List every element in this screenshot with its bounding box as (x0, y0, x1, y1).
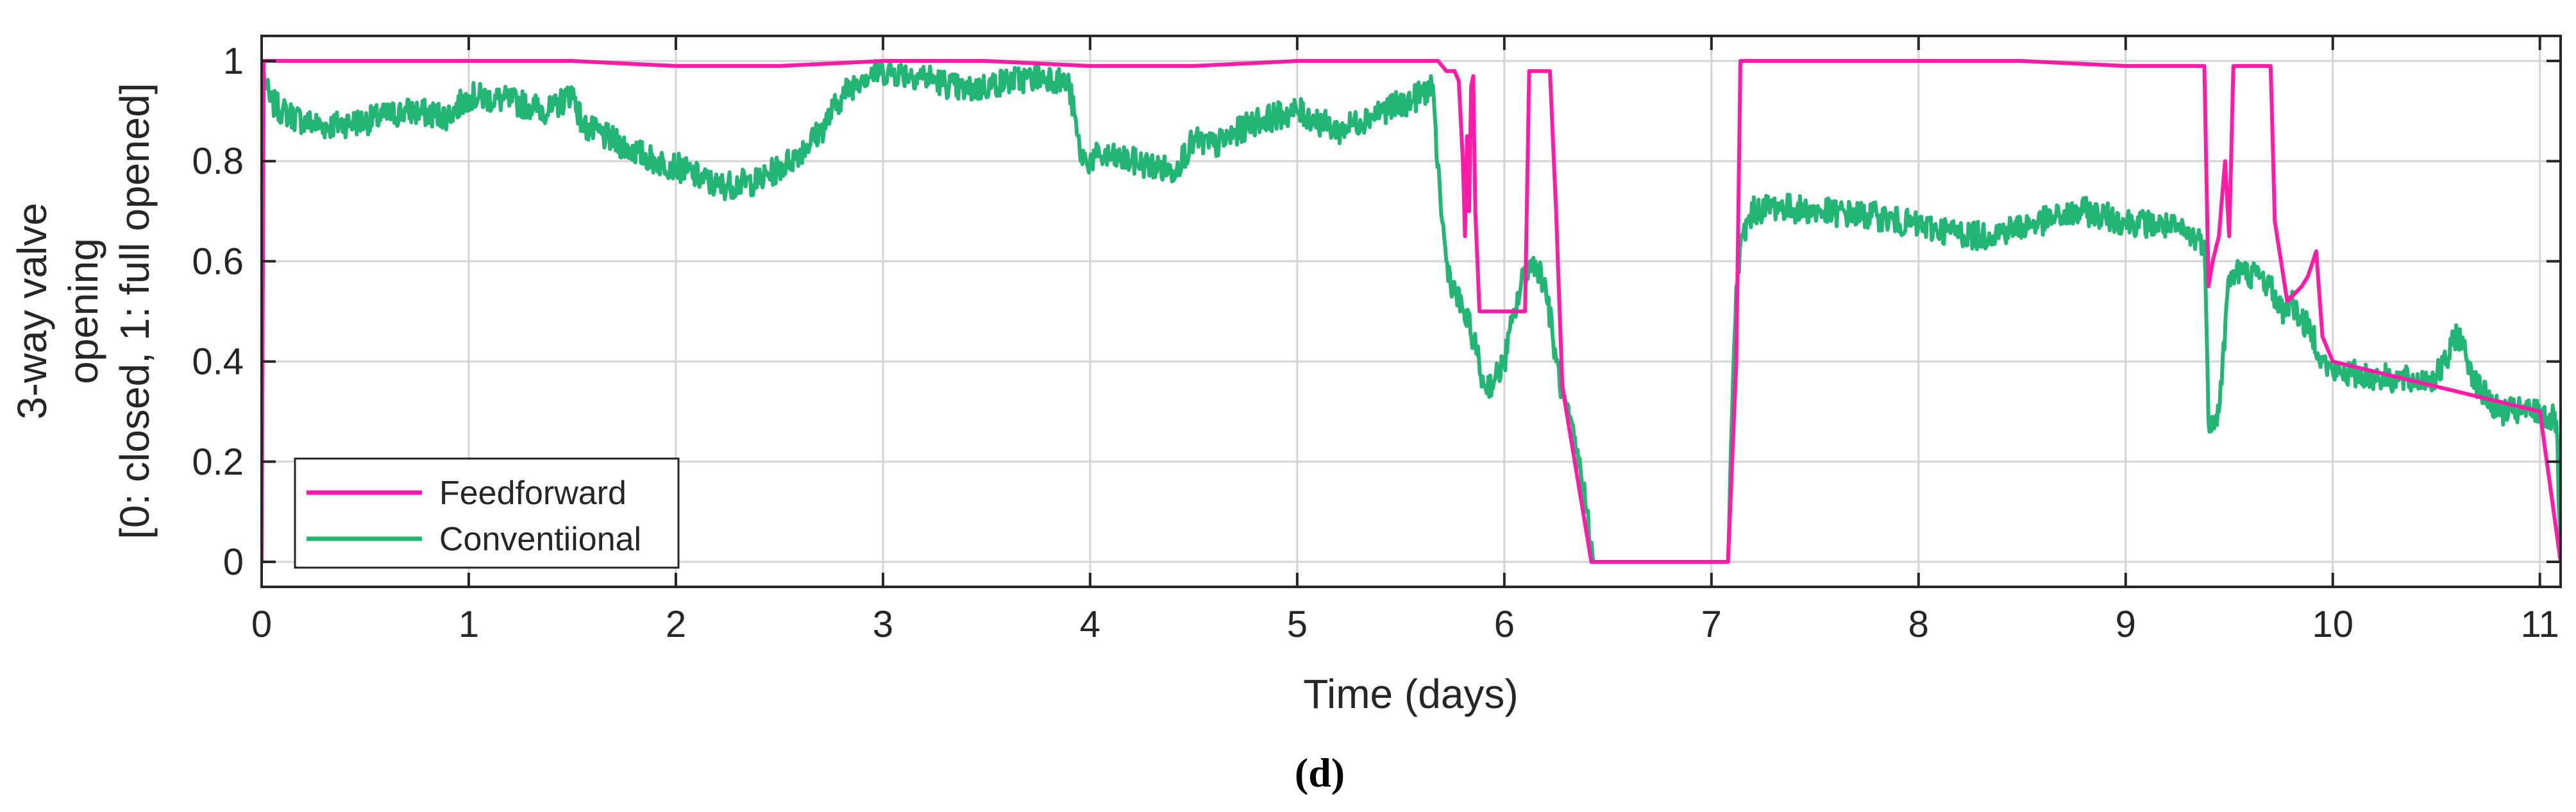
axis-ticks (260, 36, 2561, 587)
plot-area-frame (260, 35, 2562, 588)
y-axis-label-line-1: 3-way valve (9, 203, 55, 419)
y-tick-label: 1 (223, 40, 244, 82)
x-tick-label: 8 (1908, 604, 1929, 645)
x-tick-label: 11 (2521, 604, 2559, 645)
y-axis-label: 3-way valve opening [0: closed, 1: full … (9, 83, 158, 539)
grid-lines (260, 36, 2561, 587)
y-tick-label: 0 (223, 541, 244, 583)
x-tick-label: 2 (666, 604, 686, 645)
series-line-conventiional (262, 59, 2561, 564)
y-tick-label: 0.8 (192, 140, 244, 182)
y-axis-label-line-2: opening (60, 238, 106, 384)
y-axis-label-line-3: [0: closed, 1: full opened] (112, 83, 158, 539)
y-tick-label: 0.2 (192, 441, 244, 483)
x-tick-label: 9 (2116, 604, 2136, 645)
x-tick-label: 1 (459, 604, 479, 645)
series-line-feedforward (262, 59, 2561, 564)
x-tick-label: 5 (1287, 604, 1308, 645)
legend-label-feedforward: Feedforward (439, 475, 627, 512)
x-tick-label: 6 (1494, 604, 1515, 645)
x-tick-label: 10 (2312, 604, 2353, 645)
y-tick-label: 0.6 (192, 241, 244, 282)
x-tick-label: 4 (1080, 604, 1100, 645)
x-tick-label: 3 (873, 604, 893, 645)
x-axis-label: Time (days) (1303, 671, 1518, 717)
legend-box (294, 457, 680, 569)
legend-label-conventional: Conventiional (439, 521, 641, 558)
panel-label: (d) (1295, 750, 1345, 795)
legend: Feedforward Conventiional (294, 457, 680, 569)
series-lines (262, 59, 2561, 564)
y-tick-labels: 0 0.2 0.4 0.6 0.8 1 (192, 40, 244, 583)
x-tick-labels: 0 1 2 3 4 5 6 7 8 9 10 11 (251, 604, 2559, 645)
y-tick-label: 0.4 (192, 341, 244, 383)
x-tick-label: 7 (1701, 604, 1722, 645)
x-tick-label: 0 (251, 604, 272, 645)
